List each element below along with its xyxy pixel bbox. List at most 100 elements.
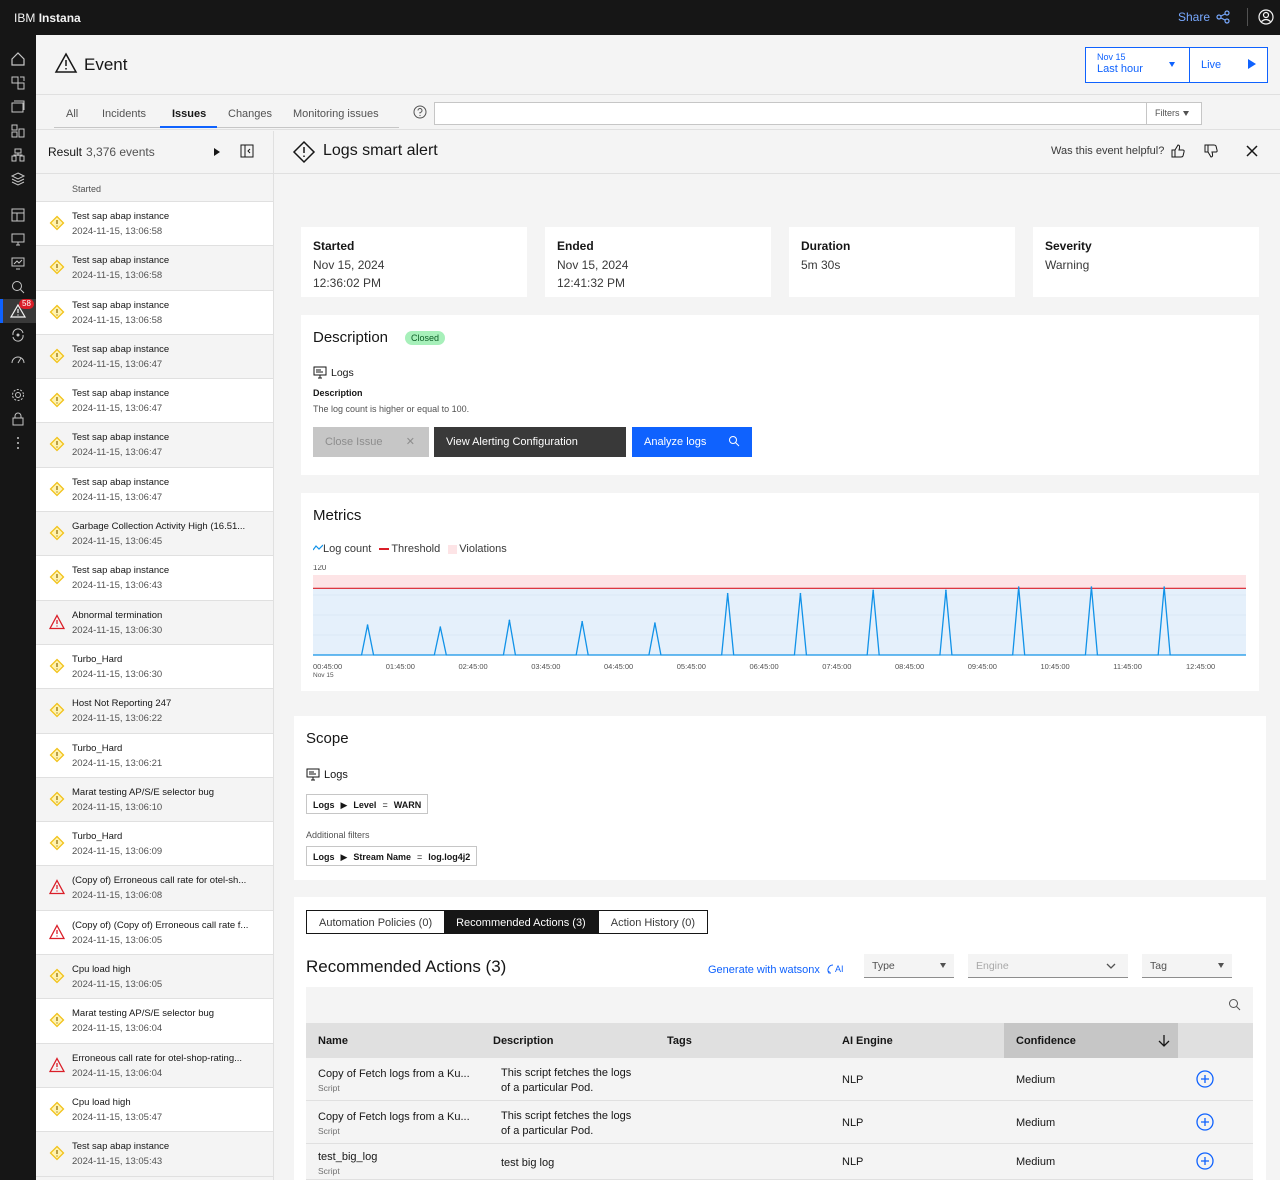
result-summary: Result 3,376 events xyxy=(48,145,155,159)
list-item[interactable]: Cpu load high 2024-11-15, 13:05:47 xyxy=(36,1087,273,1133)
tag-dropdown[interactable]: Tag xyxy=(1142,954,1232,978)
infrastructure-icon[interactable] xyxy=(10,75,26,91)
thumbs-down-icon[interactable] xyxy=(1203,143,1219,159)
search-icon[interactable] xyxy=(1228,998,1241,1011)
list-item[interactable]: Host Not Reporting 247 2024-11-15, 13:06:… xyxy=(36,689,273,734)
list-item[interactable]: Turbo_Hard 2024-11-15, 13:06:21 xyxy=(36,733,273,778)
brand-logo[interactable]: IBM Instana xyxy=(14,11,81,25)
list-item[interactable]: Test sap abap instance 2024-11-15, 13:06:… xyxy=(36,290,273,335)
user-avatar-icon[interactable] xyxy=(1258,9,1274,25)
live-button[interactable]: Live xyxy=(1190,48,1267,82)
col-tags[interactable]: Tags xyxy=(667,1035,692,1047)
list-item[interactable]: Turbo_Hard 2024-11-15, 13:06:09 xyxy=(36,822,273,867)
list-column-header[interactable]: Started xyxy=(36,174,273,202)
list-item[interactable]: Abnormal termination 2024-11-15, 13:06:30 xyxy=(36,600,273,645)
settings-icon[interactable] xyxy=(10,387,26,403)
list-item[interactable]: Test sap abap instance 2024-11-15, 13:06:… xyxy=(36,556,273,601)
event-search-input[interactable] xyxy=(434,102,1147,125)
event-name: Test sap abap instance xyxy=(72,255,170,267)
automation-icon[interactable] xyxy=(10,327,26,343)
time-range-dropdown[interactable]: Nov 15 Last hour xyxy=(1086,48,1190,82)
sort-arrow-down-icon[interactable] xyxy=(1158,1034,1170,1047)
event-name: Turbo_Hard xyxy=(72,653,123,665)
tab-changes[interactable]: Changes xyxy=(228,108,273,120)
tab-incidents[interactable]: Incidents xyxy=(102,108,147,120)
add-circle-icon[interactable] xyxy=(1196,1152,1214,1170)
filters-dropdown[interactable]: Filters xyxy=(1146,102,1202,125)
sli-icon[interactable] xyxy=(10,351,26,367)
more-icon[interactable] xyxy=(10,435,26,451)
live-label: Live xyxy=(1201,59,1222,71)
event-name: (Copy of) (Copy of) Erroneous call rate … xyxy=(72,919,249,931)
collapse-panel-icon[interactable] xyxy=(240,144,254,158)
close-issue-button[interactable]: Close Issue ✕ xyxy=(313,427,429,457)
thumbs-up-icon[interactable] xyxy=(1170,143,1186,159)
engine-placeholder: Engine xyxy=(976,960,1009,972)
type-dropdown[interactable]: Type xyxy=(864,954,954,978)
list-item[interactable]: (Copy of) (Copy of) Erroneous call rate … xyxy=(36,910,273,956)
share-button[interactable]: Share xyxy=(1178,10,1230,24)
legend-threshold[interactable]: Threshold xyxy=(379,543,440,555)
legend-label: Log count xyxy=(323,543,372,555)
event-time: 2024-11-15, 13:06:47 xyxy=(72,491,163,503)
detail-title: Logs smart alert xyxy=(323,142,438,159)
layers-icon[interactable] xyxy=(10,171,26,187)
tab-automation-policies[interactable]: Automation Policies (0) xyxy=(319,917,433,929)
add-circle-icon[interactable] xyxy=(1196,1070,1214,1088)
add-circle-icon[interactable] xyxy=(1196,1113,1214,1131)
lock-icon[interactable] xyxy=(10,411,26,427)
event-time: 2024-11-15, 13:06:45 xyxy=(72,536,163,548)
home-icon[interactable] xyxy=(10,51,26,67)
col-name[interactable]: Name xyxy=(318,1035,348,1047)
scope-card: Scope Logs Logs ▶ Level = WARN Additional fi… xyxy=(294,716,1266,880)
analyze-logs-button[interactable]: Analyze logs xyxy=(632,427,752,457)
view-alerting-config-button[interactable]: View Alerting Configuration xyxy=(434,427,626,457)
generate-watsonx-link[interactable]: Generate with watsonx AI xyxy=(708,963,843,976)
legend-log-count[interactable]: Log count xyxy=(312,543,372,555)
list-item[interactable]: Turbo_Hard 2024-11-15, 13:06:30 xyxy=(36,644,273,690)
event-name: Turbo_Hard xyxy=(72,831,123,843)
tab-all[interactable]: All xyxy=(66,108,79,120)
sorted-column-bg xyxy=(1004,1023,1178,1058)
list-item[interactable]: Test sap abap instance 2024-11-15, 13:05:… xyxy=(36,1132,273,1177)
list-item[interactable]: Test sap abap instance 2024-11-15, 13:06:… xyxy=(36,246,273,291)
helpful-prompt: Was this event helpful? xyxy=(1051,145,1165,157)
tab-issues[interactable]: Issues xyxy=(172,108,207,120)
scope-title: Scope xyxy=(306,730,349,747)
list-item[interactable]: (Copy of) Erroneous call rate for otel-s… xyxy=(36,866,273,911)
list-item[interactable]: Test sap abap instance 2024-11-15, 13:06:… xyxy=(36,379,273,424)
websites-icon[interactable] xyxy=(10,147,26,163)
help-icon[interactable] xyxy=(413,105,427,119)
tab-recommended-actions[interactable]: Recommended Actions (3) xyxy=(444,911,598,933)
col-description[interactable]: Description xyxy=(493,1035,554,1047)
table-row[interactable]: Copy of Fetch logs from a Ku... Script T… xyxy=(306,1101,1253,1144)
list-item[interactable]: Test sap abap instance 2024-11-15, 13:06:… xyxy=(36,334,273,380)
col-confidence[interactable]: Confidence xyxy=(1016,1035,1076,1047)
col-ai-engine[interactable]: AI Engine xyxy=(842,1035,893,1047)
dashboards-icon[interactable] xyxy=(10,207,26,223)
list-item[interactable]: Marat testing AP/S/E selector bug 2024-11… xyxy=(36,777,273,823)
mobile-app-icon[interactable] xyxy=(10,255,26,271)
synthetic-monitoring-icon[interactable] xyxy=(10,231,26,247)
platforms-icon[interactable] xyxy=(10,123,26,139)
list-item[interactable]: Test sap abap instance 2024-11-15, 13:06:… xyxy=(36,423,273,468)
applications-icon[interactable] xyxy=(10,99,26,115)
analytics-icon[interactable] xyxy=(10,279,26,295)
table-row[interactable]: Copy of Fetch logs from a Ku... Script T… xyxy=(306,1058,1253,1101)
tab-action-history[interactable]: Action History (0) xyxy=(597,911,707,933)
x-tick-label: 12:45:00 xyxy=(1186,662,1215,671)
list-item[interactable]: Test sap abap instance 2024-11-15, 13:06:… xyxy=(36,467,273,513)
event-time: 2024-11-15, 13:06:05 xyxy=(72,934,163,946)
event-name: Marat testing AP/S/E selector bug xyxy=(72,786,215,798)
list-item[interactable]: Test sap abap instance 2024-11-15, 13:06:… xyxy=(36,202,273,247)
list-item[interactable]: Erroneous call rate for otel-shop-rating… xyxy=(36,1043,273,1088)
list-item[interactable]: Marat testing AP/S/E selector bug 2024-11… xyxy=(36,999,273,1044)
tab-monitoring-issues[interactable]: Monitoring issues xyxy=(293,108,379,120)
play-icon[interactable] xyxy=(214,148,220,156)
list-item[interactable]: Garbage Collection Activity High (16.51.… xyxy=(36,512,273,557)
table-row[interactable]: test_big_log Script test big log NLP Med… xyxy=(306,1144,1253,1180)
close-icon[interactable] xyxy=(1245,144,1259,158)
list-item[interactable]: Cpu load high 2024-11-15, 13:06:05 xyxy=(36,955,273,1000)
legend-violations[interactable]: Violations xyxy=(448,543,507,555)
engine-dropdown[interactable]: Engine xyxy=(968,954,1128,978)
